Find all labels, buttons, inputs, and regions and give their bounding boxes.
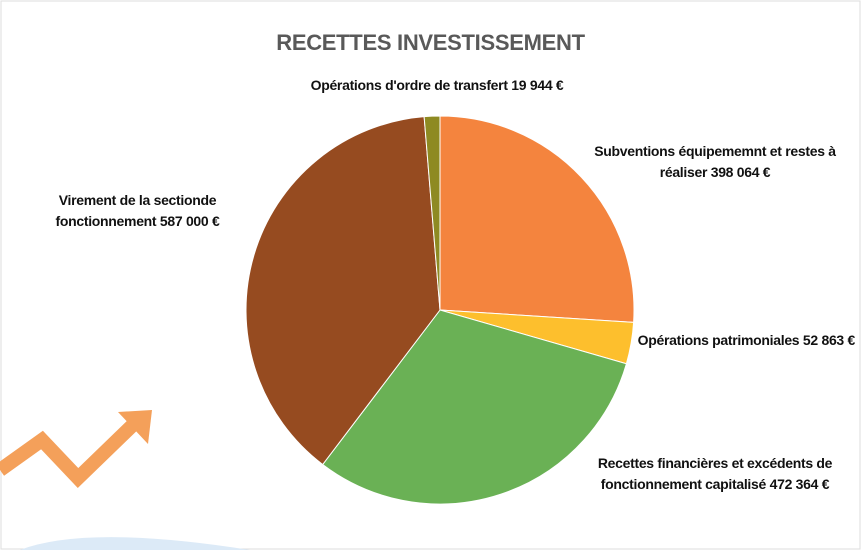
slice-label: Subventions équipememnt et restes à réal… bbox=[590, 141, 840, 183]
chart-title: RECETTES INVESTISSEMENT bbox=[276, 30, 585, 55]
slice-label: Opérations patrimoniales 52 863 € bbox=[620, 330, 856, 351]
value-label: 398 064 € bbox=[710, 164, 771, 180]
slice-label: Virement de la sectionde fonctionnement … bbox=[15, 190, 260, 232]
slice-label: Recettes financières et excédents de fon… bbox=[565, 453, 861, 495]
category-label: Recettes financières et excédents de fon… bbox=[597, 455, 833, 492]
value-label: 52 863 € bbox=[802, 332, 855, 348]
category-label: Virement de la sectionde fonctionnement bbox=[55, 192, 217, 229]
value-label: 19 944 € bbox=[511, 77, 564, 93]
category-label: Subventions équipememnt et restes à réal… bbox=[594, 143, 836, 180]
pie bbox=[245, 115, 635, 505]
category-label: Opérations patrimoniales bbox=[637, 332, 800, 348]
value-label: 587 000 € bbox=[159, 213, 220, 229]
slice-label: Opérations d'ordre de transfert 19 944 € bbox=[287, 75, 587, 96]
decor-arrow-head bbox=[118, 410, 152, 444]
pie-slice bbox=[439, 115, 635, 323]
decor-arrow bbox=[0, 414, 143, 488]
pie-slice bbox=[245, 116, 441, 466]
decor-wave bbox=[20, 537, 250, 550]
pie-slice bbox=[423, 115, 441, 311]
category-label: Opérations d'ordre de transfert bbox=[310, 77, 508, 93]
value-label: 472 364 € bbox=[769, 476, 830, 492]
pie-slice bbox=[321, 309, 628, 505]
